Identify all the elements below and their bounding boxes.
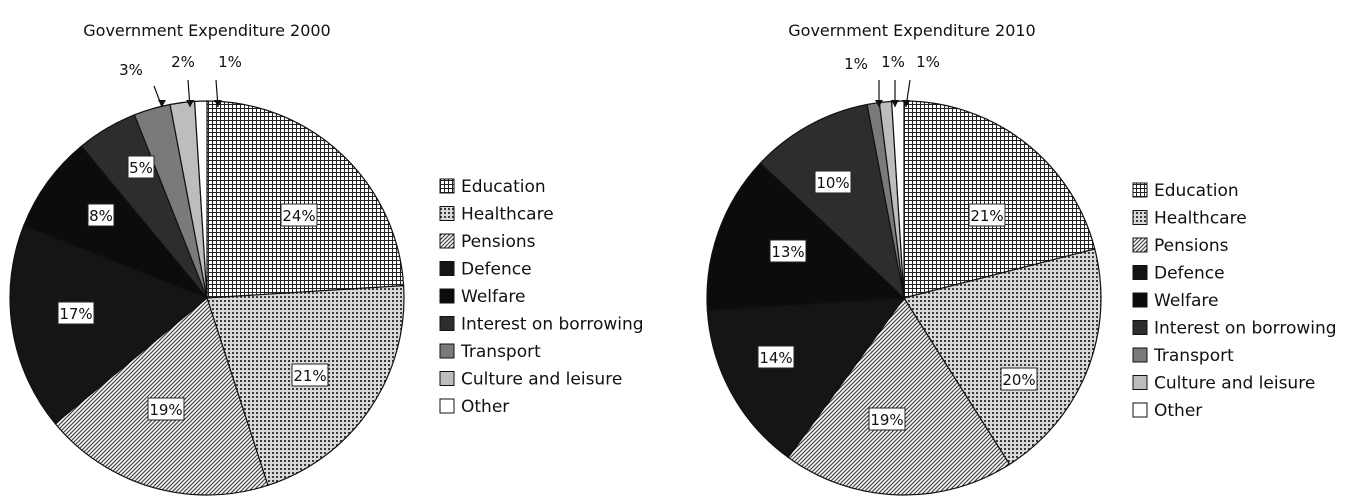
slice-label-education: 21% xyxy=(970,207,1003,225)
pie-slice-welfare xyxy=(23,145,208,299)
legend-label-welfare: Welfare xyxy=(461,287,525,307)
slice-label-defence: 17% xyxy=(59,305,92,323)
callout-arrow-head xyxy=(902,100,910,107)
pie-chart-1: Government Expenditure 2000 24% 21% 19% 17% 8… xyxy=(9,21,644,496)
slice-label-other: 1% xyxy=(916,53,940,71)
charts-root: Government Expenditure 2000 24% 21% 19% 17% 8… xyxy=(9,21,1337,496)
legend-swatch-pensions xyxy=(439,233,455,249)
legend-label-healthcare: Healthcare xyxy=(1154,209,1247,229)
legend-label-interest-on-borrowing: Interest on borrowing xyxy=(1154,319,1337,339)
legend-swatch-culture-and-leisure xyxy=(1132,375,1148,390)
callout-arrow-head xyxy=(158,100,166,107)
slice-label-box xyxy=(1000,367,1038,391)
legend-label-interest-on-borrowing: Interest on borrowing xyxy=(461,315,644,335)
slice-label-education: 24% xyxy=(282,207,315,225)
legend-swatch-other xyxy=(1132,402,1148,418)
slice-label-healthcare: 21% xyxy=(293,367,326,385)
slice-label-welfare: 8% xyxy=(89,207,113,225)
slice-label-box xyxy=(57,301,95,325)
slice-label-box xyxy=(968,203,1006,227)
slice-label-box xyxy=(769,239,807,263)
slice-label-box xyxy=(87,203,115,227)
pie-slice-welfare xyxy=(706,162,906,312)
legend-swatch-culture-and-leisure xyxy=(439,371,455,386)
slice-label-pensions: 19% xyxy=(870,411,903,429)
legend-label-culture-and-leisure: Culture and leisure xyxy=(461,370,622,390)
legend-label-defence: Defence xyxy=(1154,264,1225,284)
legend-label-other: Other xyxy=(1154,401,1202,421)
chart-title: Government Expenditure 2010 xyxy=(788,21,1035,40)
pie-slice-defence xyxy=(9,224,209,425)
pie-slice-healthcare xyxy=(903,248,1102,466)
legend-label-welfare: Welfare xyxy=(1154,291,1218,311)
slice-label-pensions: 19% xyxy=(149,401,182,419)
pie-slice-pensions xyxy=(787,296,1011,496)
legend-label-education: Education xyxy=(1154,181,1239,201)
callout-arrow-head xyxy=(891,100,899,107)
slice-label-other: 1% xyxy=(218,53,242,71)
legend: Education Healthcare Pensions Defence Welfar… xyxy=(1132,181,1337,421)
legend-swatch-healthcare xyxy=(1132,210,1148,225)
legend-swatch-transport xyxy=(439,343,455,359)
legend-swatch-education xyxy=(1132,182,1148,198)
legend-swatch-defence xyxy=(439,261,455,276)
legend-label-pensions: Pensions xyxy=(461,232,536,252)
chart-title: Government Expenditure 2000 xyxy=(83,21,330,40)
legend-swatch-other xyxy=(439,398,455,414)
legend-swatch-interest-on-borrowing xyxy=(1132,320,1148,335)
slice-label-culture-and-leisure: 2% xyxy=(171,53,195,71)
legend-swatch-pensions xyxy=(1132,237,1148,253)
slice-label-box xyxy=(127,155,155,179)
slice-label-healthcare: 20% xyxy=(1002,371,1035,389)
pie-slice-education xyxy=(903,100,1096,299)
slice-label-box xyxy=(814,170,852,194)
legend-swatch-welfare xyxy=(1132,292,1148,308)
callout-arrow-head xyxy=(875,100,883,107)
slice-label-interest-on-borrowing: 10% xyxy=(816,174,849,192)
slice-label-box xyxy=(291,363,329,387)
slice-label-box xyxy=(868,407,906,431)
legend-swatch-interest-on-borrowing xyxy=(439,316,455,331)
slice-label-transport: 1% xyxy=(844,55,868,73)
legend-label-other: Other xyxy=(461,397,509,417)
slice-label-welfare: 13% xyxy=(771,243,804,261)
callout-arrow-head xyxy=(186,100,194,107)
slice-label-culture-and-leisure: 1% xyxy=(881,53,905,71)
legend-swatch-transport xyxy=(1132,347,1148,363)
slice-label-defence: 14% xyxy=(759,349,792,367)
legend-swatch-welfare xyxy=(439,288,455,304)
legend-swatch-healthcare xyxy=(439,206,455,221)
legend-label-defence: Defence xyxy=(461,260,532,280)
slice-label-interest-on-borrowing: 5% xyxy=(129,159,153,177)
legend-label-education: Education xyxy=(461,177,546,197)
legend-label-healthcare: Healthcare xyxy=(461,205,554,225)
legend-label-transport: Transport xyxy=(1153,346,1234,366)
slice-label-transport: 3% xyxy=(119,61,143,79)
pie-slice-pensions xyxy=(54,296,269,496)
slice-label-box xyxy=(757,345,795,369)
legend-label-transport: Transport xyxy=(460,342,541,362)
pie-slice-education xyxy=(206,100,405,299)
legend-swatch-education xyxy=(439,178,455,194)
callout-arrow-head xyxy=(214,100,222,107)
legend-swatch-defence xyxy=(1132,265,1148,280)
legend-label-culture-and-leisure: Culture and leisure xyxy=(1154,374,1315,394)
pie-slice-other xyxy=(193,100,208,299)
pie-slice-interest-on-borrowing xyxy=(759,103,905,300)
slice-label-box xyxy=(280,203,318,227)
legend-label-pensions: Pensions xyxy=(1154,236,1229,256)
pie-chart-2: Government Expenditure 2010 21% 20% 19% 14% 1… xyxy=(706,21,1337,496)
pie-slice-defence xyxy=(706,297,906,459)
legend: Education Healthcare Pensions Defence Welfar… xyxy=(439,177,644,417)
slice-label-box xyxy=(147,397,185,421)
